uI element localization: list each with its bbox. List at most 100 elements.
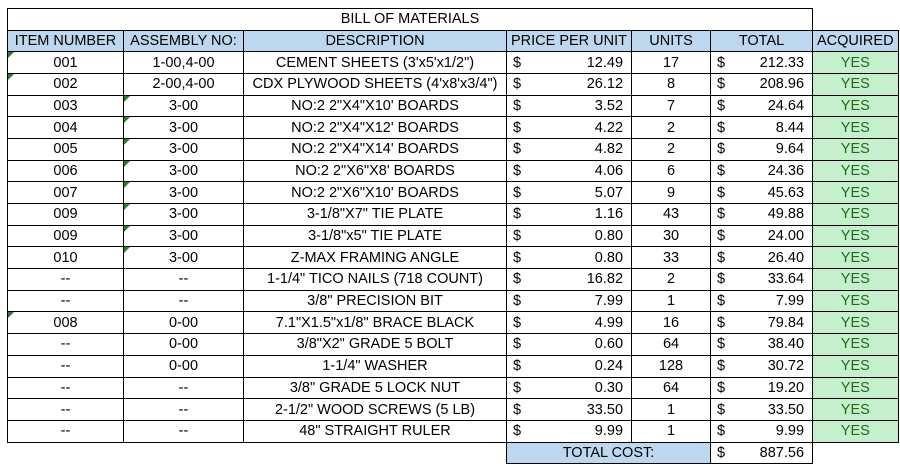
price-per-unit-cell[interactable]: 4.99 [531,311,633,335]
units-cell[interactable]: 9 [631,181,712,204]
header-price-per-unit[interactable]: PRICE PER UNIT [505,29,633,53]
assembly-no-cell[interactable]: 3-00 [123,116,244,139]
acquired-cell[interactable]: YES [812,268,899,291]
assembly-no-cell[interactable]: 3-00 [123,159,244,183]
item-number-cell[interactable]: -- [7,333,124,356]
item-number-cell[interactable]: -- [7,419,124,443]
units-cell[interactable]: 6 [631,159,712,183]
assembly-no-cell[interactable]: 0-00 [123,311,244,335]
units-cell[interactable]: 2 [631,137,712,161]
units-cell[interactable]: 30 [631,224,712,248]
price-per-unit-cell[interactable]: 33.50 [531,398,633,421]
item-number-cell[interactable]: 005 [7,137,124,161]
units-cell[interactable]: 2 [631,268,712,291]
acquired-cell[interactable]: YES [812,398,899,421]
price-per-unit-cell[interactable]: 0.80 [531,246,633,270]
units-cell[interactable]: 2 [631,116,712,139]
header-item-number[interactable]: ITEM NUMBER [7,29,124,53]
description-cell[interactable]: 3-1/8"X7" TIE PLATE [243,203,507,226]
description-cell[interactable]: 1-1/4" TICO NAILS (718 COUNT) [243,268,507,291]
acquired-cell[interactable]: YES [812,94,899,118]
item-number-cell[interactable]: -- [7,398,124,421]
price-per-unit-cell[interactable]: 4.06 [531,159,633,183]
description-cell[interactable]: Z-MAX FRAMING ANGLE [243,246,507,270]
acquired-cell[interactable]: YES [812,51,899,74]
assembly-no-cell[interactable]: 0-00 [123,354,244,378]
item-number-cell[interactable]: -- [7,268,124,291]
total-cell[interactable]: 9.64 [734,137,814,161]
price-per-unit-cell[interactable]: 4.22 [531,116,633,139]
item-number-cell[interactable]: 007 [7,181,124,204]
total-cell[interactable]: 24.00 [734,224,814,248]
header-assembly-no[interactable]: ASSEMBLY NO: [123,29,244,53]
units-cell[interactable]: 8 [631,72,712,96]
item-number-cell[interactable]: 010 [7,246,124,270]
units-cell[interactable]: 43 [631,203,712,226]
description-cell[interactable]: 48" STRAIGHT RULER [243,419,507,443]
item-number-cell[interactable]: -- [7,354,124,378]
total-cell[interactable]: 9.99 [734,419,814,443]
total-cell[interactable]: 19.20 [734,376,814,400]
total-cell[interactable]: 49.88 [734,203,814,226]
total-cell[interactable]: 212.33 [734,51,814,74]
price-per-unit-cell[interactable]: 0.80 [531,224,633,248]
description-cell[interactable]: 3/8"X2" GRADE 5 BOLT [243,333,507,356]
description-cell[interactable]: CDX PLYWOOD SHEETS (4'x8'x3/4") [243,72,507,96]
description-cell[interactable]: NO:2 2"X4"X14' BOARDS [243,137,507,161]
units-cell[interactable]: 17 [631,51,712,74]
assembly-no-cell[interactable]: 3-00 [123,246,244,270]
description-cell[interactable]: 3-1/8"x5" TIE PLATE [243,224,507,248]
total-cost-value[interactable]: 887.56 [734,441,814,465]
assembly-no-cell[interactable]: 3-00 [123,137,244,161]
item-number-cell[interactable]: 009 [7,203,124,226]
units-cell[interactable]: 128 [631,354,712,378]
description-cell[interactable]: 2-1/2" WOOD SCREWS (5 LB) [243,398,507,421]
total-cell[interactable]: 33.64 [734,268,814,291]
description-cell[interactable]: 3/8" GRADE 5 LOCK NUT [243,376,507,400]
item-number-cell[interactable]: -- [7,376,124,400]
price-per-unit-cell[interactable]: 26.12 [531,72,633,96]
acquired-cell[interactable]: YES [812,311,899,335]
item-number-cell[interactable]: 009 [7,224,124,248]
units-cell[interactable]: 1 [631,419,712,443]
acquired-cell[interactable]: YES [812,354,899,378]
acquired-cell[interactable]: YES [812,203,899,226]
price-per-unit-cell[interactable]: 12.49 [531,51,633,74]
price-per-unit-cell[interactable]: 3.52 [531,94,633,118]
acquired-cell[interactable]: YES [812,137,899,161]
total-cell[interactable]: 38.40 [734,333,814,356]
description-cell[interactable]: NO:2 2"X6"X8' BOARDS [243,159,507,183]
item-number-cell[interactable]: -- [7,289,124,313]
description-cell[interactable]: 1-1/4" WASHER [243,354,507,378]
acquired-cell[interactable]: YES [812,72,899,96]
header-acquired[interactable]: ACQUIRED [812,29,899,53]
assembly-no-cell[interactable]: 2-00,4-00 [123,72,244,96]
assembly-no-cell[interactable]: 3-00 [123,181,244,204]
price-per-unit-cell[interactable]: 16.82 [531,268,633,291]
units-cell[interactable]: 1 [631,289,712,313]
description-cell[interactable]: NO:2 2"X6"X10' BOARDS [243,181,507,204]
price-per-unit-cell[interactable]: 1.16 [531,203,633,226]
assembly-no-cell[interactable]: 3-00 [123,94,244,118]
total-cell[interactable]: 79.84 [734,311,814,335]
item-number-cell[interactable]: 006 [7,159,124,183]
assembly-no-cell[interactable]: -- [123,289,244,313]
total-cell[interactable]: 24.64 [734,94,814,118]
acquired-cell[interactable]: YES [812,181,899,204]
total-cell[interactable]: 45.63 [734,181,814,204]
assembly-no-cell[interactable]: 3-00 [123,203,244,226]
units-cell[interactable]: 7 [631,94,712,118]
price-per-unit-cell[interactable]: 0.30 [531,376,633,400]
acquired-cell[interactable]: YES [812,333,899,356]
total-cell[interactable]: 30.72 [734,354,814,378]
acquired-cell[interactable]: YES [812,376,899,400]
acquired-cell[interactable]: YES [812,246,899,270]
total-cell[interactable]: 7.99 [734,289,814,313]
description-cell[interactable]: NO:2 2"X4"X12' BOARDS [243,116,507,139]
acquired-cell[interactable]: YES [812,224,899,248]
units-cell[interactable]: 64 [631,376,712,400]
units-cell[interactable]: 1 [631,398,712,421]
total-cell[interactable]: 208.96 [734,72,814,96]
description-cell[interactable]: CEMENT SHEETS (3'x5'x1/2") [243,51,507,74]
assembly-no-cell[interactable]: 0-00 [123,333,244,356]
